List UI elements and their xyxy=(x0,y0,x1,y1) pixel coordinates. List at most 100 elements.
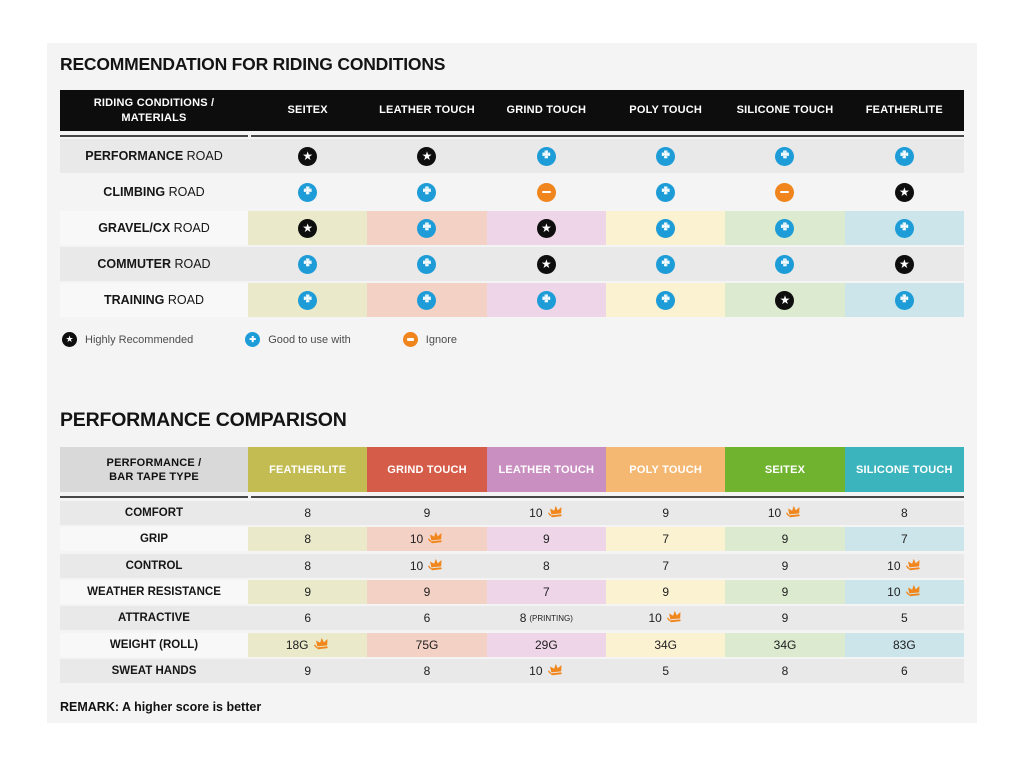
score-cell: 9 xyxy=(725,579,845,604)
star-icon: ★ xyxy=(775,290,795,310)
minus-icon xyxy=(536,182,556,202)
rating-cell: ★ xyxy=(845,247,964,281)
score-cell: 5 xyxy=(606,659,725,683)
score-value: 75G xyxy=(415,637,439,652)
rating-cell: ✙ xyxy=(606,283,726,317)
score-cell: 83G xyxy=(844,632,964,657)
score-cell: 7 xyxy=(606,554,725,578)
column-header-silicone-touch: SILICONE TOUCH xyxy=(844,447,964,493)
score-cell: 8 xyxy=(248,527,368,552)
column-header-leather-touch: LEATHER TOUCH xyxy=(379,104,475,117)
riding-conditions-body: PERFORMANCE ROAD ★ ★ ✙ ✙ ✙ ✙ CLIMBING ROAD ✙ ✙ ✙ ★ G… xyxy=(60,139,964,317)
rating-cell: ✙ xyxy=(248,175,367,209)
score-cell: 75G xyxy=(367,632,487,657)
row-label: CLIMBING ROAD xyxy=(103,185,205,199)
score-value: 5 xyxy=(900,611,908,626)
column-header-grind-touch: GRIND TOUCH xyxy=(367,447,487,493)
performance-body: COMFORT 8 9 10 9 10 8 GRIP 8 10 9 7 9 7 CONTROL 8 10 8 7 9 1… xyxy=(60,500,964,684)
score-value: 7 xyxy=(662,558,669,573)
rating-cell xyxy=(725,175,844,209)
score-value: 83G xyxy=(892,637,916,652)
score-value: 29G xyxy=(534,637,558,652)
rating-cell: ✙ xyxy=(606,247,725,281)
plus-icon: ✙ xyxy=(417,218,437,238)
rating-cell: ✙ xyxy=(486,283,606,317)
plus-icon: ✙ xyxy=(298,254,318,274)
row-label: WEIGHT (ROLL) xyxy=(60,632,248,657)
score-cell: 8 xyxy=(248,554,367,578)
performance-header-row: PERFORMANCE / BAR TAPE TYPE FEATHERLITE G… xyxy=(60,447,964,493)
performance-row-attractive: ATTRACTIVE 6 6 8 (PRINTING) 10 9 5 xyxy=(60,606,964,631)
score-value: 8 xyxy=(519,611,527,626)
score-cell: 9 xyxy=(367,579,487,604)
rating-cell: ★ xyxy=(487,247,606,281)
score-cell: 29G xyxy=(486,632,606,657)
score-cell: 7 xyxy=(606,527,726,552)
legend-item-highly-recommended: ★ Highly Recommended xyxy=(62,332,193,347)
score-cell: 9 xyxy=(486,527,606,552)
plus-icon: ✙ xyxy=(894,290,914,310)
score-value: 8 xyxy=(900,505,908,520)
star-icon: ★ xyxy=(298,146,318,166)
rating-cell: ✙ xyxy=(606,139,725,173)
recommendation-legend: ★ Highly Recommended ✚ Good to use with … xyxy=(62,332,964,347)
performance-corner-cell: PERFORMANCE / BAR TAPE TYPE xyxy=(60,447,248,493)
score-cell: 7 xyxy=(486,579,606,604)
riding-conditions-section: RECOMMENDATION FOR RIDING CONDITIONS RID… xyxy=(60,54,964,347)
score-cell: 9 xyxy=(725,606,844,630)
score-value: 10 xyxy=(648,611,662,626)
row-label: GRIP xyxy=(60,527,248,552)
column-header-seitex: SEITEX xyxy=(287,104,328,117)
score-value: 5 xyxy=(662,664,669,679)
plus-icon: ✙ xyxy=(656,290,676,310)
performance-row-comfort: COMFORT 8 9 10 9 10 8 xyxy=(60,500,964,525)
legend-label: Highly Recommended xyxy=(85,333,194,346)
score-value: 10 xyxy=(529,664,543,679)
minus-icon xyxy=(775,182,795,202)
rating-cell: ✙ xyxy=(487,139,606,173)
score-value: 7 xyxy=(542,584,550,599)
score-cell: 34G xyxy=(725,632,845,657)
score-value: 34G xyxy=(654,637,677,652)
plus-icon: ✙ xyxy=(656,218,676,238)
score-cell: 10 xyxy=(367,554,486,578)
star-icon: ★ xyxy=(417,146,437,166)
row-label: CONTROL xyxy=(125,559,183,572)
score-value: 9 xyxy=(662,584,669,599)
riding-row-training: TRAINING ROAD ✙ ✙ ✙ ✙ ★ ✙ xyxy=(60,283,964,317)
score-value: 10 xyxy=(409,532,424,547)
score-value: 9 xyxy=(423,505,431,520)
score-cell: 10 xyxy=(606,606,725,630)
remark-text: REMARK: A higher score is better xyxy=(60,700,262,715)
column-header-grind-touch: GRIND TOUCH xyxy=(506,104,587,117)
score-cell: 8 xyxy=(487,554,606,578)
score-cell: 34G xyxy=(606,632,726,657)
rating-cell: ★ xyxy=(248,211,368,245)
rating-cell: ✙ xyxy=(845,139,964,173)
star-icon: ★ xyxy=(894,254,914,274)
legend-item-good-to-use-with: ✚ Good to use with xyxy=(245,332,351,347)
score-value: 34G xyxy=(773,637,797,652)
legend-item-ignore: Ignore xyxy=(402,332,457,347)
score-cell: 9 xyxy=(248,659,367,683)
rating-cell: ✙ xyxy=(844,211,964,245)
score-cell: 9 xyxy=(367,501,486,525)
score-cell: 10 xyxy=(725,501,844,525)
row-label: COMFORT xyxy=(124,506,184,519)
plus-icon: ✙ xyxy=(894,146,914,166)
score-value: 9 xyxy=(781,611,789,626)
score-value: 8 xyxy=(304,558,311,573)
score-cell: 6 xyxy=(367,606,486,630)
score-cell: 8 xyxy=(248,501,367,525)
score-value: 7 xyxy=(900,532,908,547)
score-value: 8 xyxy=(781,664,789,679)
star-icon: ★ xyxy=(62,332,77,347)
score-cell: 9 xyxy=(725,527,845,552)
crown-icon xyxy=(905,557,923,575)
crown-icon xyxy=(313,636,331,654)
rating-cell: ✙ xyxy=(725,139,844,173)
crown-icon xyxy=(666,610,684,628)
row-label: COMMUTER ROAD xyxy=(97,257,211,271)
rating-cell: ★ xyxy=(725,283,845,317)
score-cell: 8 xyxy=(725,659,844,683)
